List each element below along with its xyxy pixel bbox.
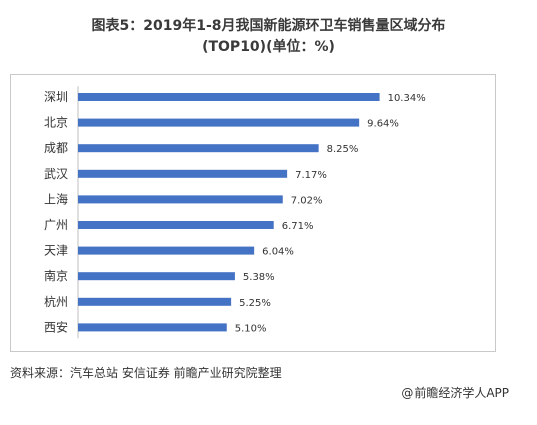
data-label: 10.34% <box>388 93 426 104</box>
bar <box>78 118 360 127</box>
bar <box>78 195 283 204</box>
bar-chart: 深圳 10.34% 北京 9.64% 成都 8.25% 武汉 7.17% 上海 7.02% 广州 6.… <box>44 86 426 339</box>
data-label: 7.02% <box>291 195 323 206</box>
category-label: 广州 <box>44 218 68 232</box>
chart-subtitle: (TOP10)(单位：%) <box>202 39 335 55</box>
category-label: 成都 <box>44 141 68 155</box>
brand-label: 前瞻经济学人APP <box>414 386 509 400</box>
data-label: 7.17% <box>295 170 327 181</box>
bar <box>78 297 232 306</box>
bar <box>78 272 235 281</box>
category-label: 天津 <box>44 244 68 258</box>
bar <box>78 323 227 332</box>
source-note: 资料来源：汽车总站 安信证券 前瞻产业研究院整理 <box>10 366 282 380</box>
bar <box>78 169 288 178</box>
category-label: 深圳 <box>44 90 68 104</box>
chart-title: 图表5：2019年1-8月我国新能源环卫车销售量区域分布 <box>91 18 446 34</box>
data-label: 6.04% <box>262 247 294 258</box>
data-label: 5.10% <box>235 323 267 334</box>
bar <box>78 144 319 153</box>
brand-credit: @前瞻经济学人APP <box>401 384 509 401</box>
data-label: 5.38% <box>243 272 275 283</box>
category-label: 南京 <box>44 268 68 283</box>
at-sign-icon: @ <box>401 386 414 400</box>
data-label: 6.71% <box>282 221 314 232</box>
category-label: 北京 <box>44 116 68 130</box>
data-label: 9.64% <box>367 119 399 130</box>
bar <box>78 93 380 101</box>
bar <box>78 246 255 255</box>
chart-frame: 深圳 10.34% 北京 9.64% 成都 8.25% 武汉 7.17% 上海 7.02% 广州 6.… <box>10 74 496 352</box>
category-label: 上海 <box>44 191 68 206</box>
category-label: 西安 <box>44 319 68 334</box>
bar <box>78 221 274 229</box>
category-label: 武汉 <box>44 167 68 181</box>
data-label: 8.25% <box>327 144 359 155</box>
data-label: 5.25% <box>239 298 271 309</box>
category-label: 杭州 <box>44 294 68 309</box>
